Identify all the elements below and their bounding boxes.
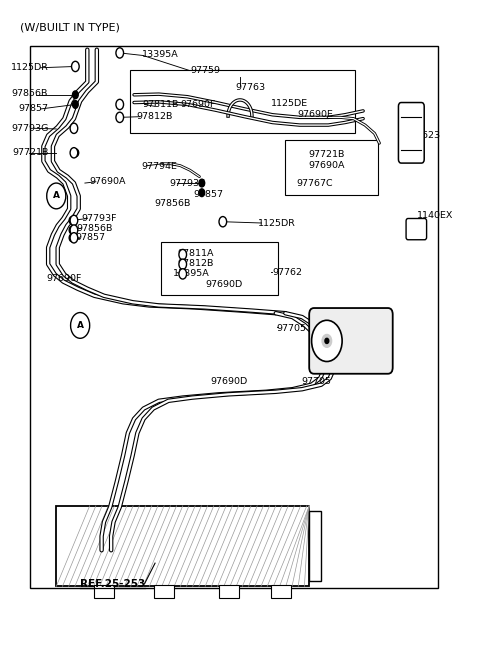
Text: 97690D: 97690D (210, 377, 247, 386)
Text: 97856B: 97856B (154, 199, 191, 208)
Circle shape (116, 112, 123, 122)
Text: 97690F: 97690F (180, 100, 216, 109)
Circle shape (180, 270, 186, 278)
Circle shape (322, 334, 332, 347)
Circle shape (180, 260, 186, 268)
Text: 97721B: 97721B (12, 148, 48, 157)
Text: A: A (53, 192, 60, 201)
Text: 97623: 97623 (411, 131, 441, 140)
Text: 97705: 97705 (301, 377, 331, 386)
Circle shape (199, 189, 204, 197)
Text: 1125DR: 1125DR (11, 63, 49, 72)
FancyBboxPatch shape (130, 71, 355, 133)
Text: 13395A: 13395A (173, 269, 210, 278)
Text: (W/BUILT IN TYPE): (W/BUILT IN TYPE) (21, 22, 120, 32)
Circle shape (70, 148, 78, 158)
Circle shape (116, 48, 123, 58)
FancyBboxPatch shape (406, 219, 427, 240)
Circle shape (69, 217, 75, 225)
FancyBboxPatch shape (161, 242, 278, 294)
Text: 97812B: 97812B (136, 111, 173, 120)
Text: 97701: 97701 (336, 324, 365, 333)
Text: 97857: 97857 (76, 234, 106, 243)
Text: 97793F: 97793F (82, 214, 117, 223)
FancyBboxPatch shape (56, 506, 309, 586)
Circle shape (72, 91, 78, 98)
Text: 1125DE: 1125DE (271, 99, 308, 107)
Text: REF.25-253: REF.25-253 (80, 579, 145, 589)
Circle shape (70, 225, 78, 236)
FancyBboxPatch shape (30, 47, 438, 587)
Circle shape (180, 250, 186, 258)
Circle shape (179, 269, 187, 279)
FancyBboxPatch shape (218, 585, 239, 598)
Text: 1140EX: 1140EX (417, 211, 453, 220)
Text: 97690F: 97690F (47, 274, 82, 283)
Text: 97794E: 97794E (141, 162, 177, 171)
Text: 1125DR: 1125DR (258, 219, 296, 228)
Circle shape (73, 149, 79, 157)
Circle shape (69, 234, 75, 242)
Circle shape (312, 320, 342, 362)
Text: 13395A: 13395A (142, 50, 179, 59)
Circle shape (117, 49, 122, 57)
Text: 97811A: 97811A (178, 250, 214, 258)
Circle shape (69, 226, 75, 234)
Text: 97857: 97857 (18, 104, 48, 113)
Text: 97721B: 97721B (308, 150, 345, 159)
Text: 97705: 97705 (277, 324, 307, 333)
Circle shape (72, 63, 78, 71)
Circle shape (220, 218, 226, 226)
Text: 97811B: 97811B (143, 100, 179, 109)
Text: 97762: 97762 (273, 268, 302, 277)
Text: 97856B: 97856B (11, 89, 48, 98)
Circle shape (179, 249, 187, 259)
Circle shape (199, 179, 204, 187)
Circle shape (117, 113, 122, 121)
Circle shape (117, 100, 122, 108)
Text: 97763: 97763 (235, 83, 265, 92)
FancyBboxPatch shape (95, 585, 115, 598)
Text: 97690A: 97690A (90, 177, 126, 186)
Circle shape (219, 217, 227, 227)
Text: A: A (77, 321, 84, 330)
Circle shape (116, 99, 123, 109)
FancyBboxPatch shape (309, 308, 393, 374)
FancyBboxPatch shape (271, 585, 291, 598)
Circle shape (71, 125, 77, 133)
Circle shape (70, 233, 78, 243)
Text: 97812B: 97812B (178, 259, 214, 268)
Text: 97857: 97857 (193, 190, 223, 199)
Text: 97759: 97759 (190, 67, 220, 76)
Circle shape (70, 123, 78, 133)
Circle shape (72, 100, 78, 108)
Circle shape (325, 338, 329, 344)
Circle shape (72, 61, 79, 72)
Text: 97690D: 97690D (205, 280, 242, 289)
FancyBboxPatch shape (154, 585, 174, 598)
FancyBboxPatch shape (398, 102, 424, 163)
Text: 97690E: 97690E (297, 110, 333, 119)
Circle shape (47, 183, 66, 209)
Text: 97767C: 97767C (296, 179, 333, 188)
Text: 97690A: 97690A (308, 161, 345, 170)
FancyBboxPatch shape (285, 140, 378, 195)
Circle shape (71, 313, 90, 338)
Text: 97856B: 97856B (77, 224, 113, 233)
FancyBboxPatch shape (309, 511, 321, 581)
Circle shape (179, 259, 187, 269)
Text: 97793E: 97793E (169, 179, 205, 188)
Circle shape (70, 215, 78, 226)
Text: 97793G: 97793G (11, 124, 48, 133)
